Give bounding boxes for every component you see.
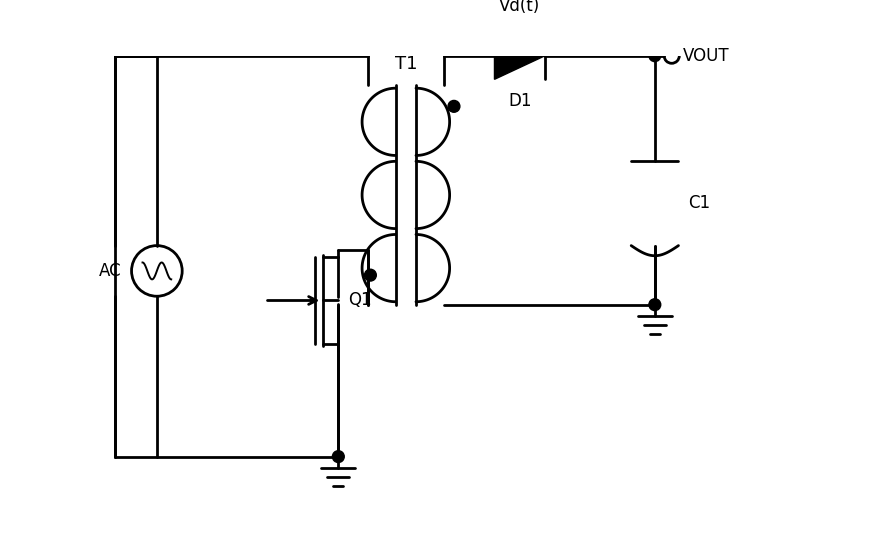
Circle shape <box>365 269 376 281</box>
Circle shape <box>649 50 661 61</box>
Text: AC: AC <box>99 262 122 280</box>
Polygon shape <box>494 32 545 79</box>
Text: T1: T1 <box>395 55 417 72</box>
Text: Vd(t): Vd(t) <box>499 0 541 15</box>
Text: Q1: Q1 <box>348 292 372 310</box>
Text: D1: D1 <box>508 92 531 110</box>
Text: C1: C1 <box>689 195 710 213</box>
Circle shape <box>649 299 661 311</box>
Circle shape <box>332 450 344 463</box>
Circle shape <box>448 100 460 112</box>
Text: VOUT: VOUT <box>682 47 729 65</box>
